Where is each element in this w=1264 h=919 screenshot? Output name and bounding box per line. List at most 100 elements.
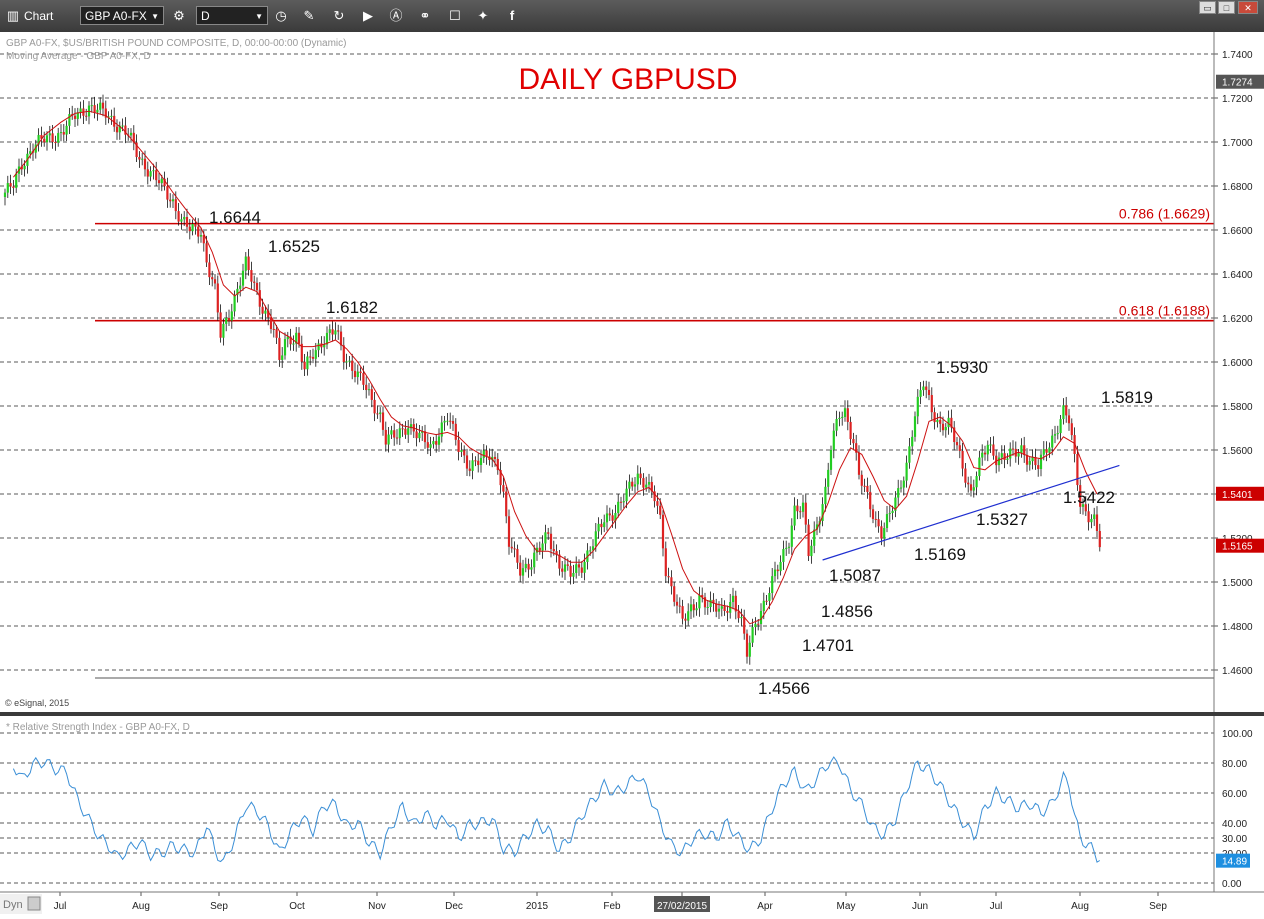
refresh-icon[interactable]: ↻ [333,8,345,23]
candle-body [135,142,138,158]
price-annotation: 1.6525 [268,237,320,256]
candle-body [395,437,399,439]
candle-body [793,505,796,526]
close-button[interactable]: ✕ [1238,1,1258,14]
rsi-line [12,756,1101,863]
candle-body [426,442,429,448]
symbol-selector[interactable]: GBP A0-FX ▼ [80,6,164,25]
candle-body [101,102,105,109]
price-tick-label: 1.6600 [1222,226,1253,237]
candle-body [505,491,508,517]
candle-body [250,270,253,282]
candle-body [675,601,679,606]
candle-body [485,450,488,457]
interval-selector[interactable]: D ▼ [196,6,268,25]
candle-body [79,108,82,113]
candle-body [278,337,281,360]
time-tick-label: Feb [603,901,621,912]
chart-canvas[interactable]: 0.786 (1.6629) 0.618 (1.6188) 1.6644 1.652… [0,32,1264,914]
candle-body [1006,458,1009,460]
candle-body [692,604,695,611]
price-annotation: 1.5327 [976,510,1028,529]
facebook-icon[interactable]: f [509,8,515,23]
candle-body [216,283,219,313]
candle-body [1059,419,1062,434]
dyn-label: Dyn [3,899,23,911]
candle-body [664,548,667,577]
candle-body [96,109,99,113]
candle-body [563,564,567,572]
candle-body [927,389,931,396]
last-price-badge-bg [1216,74,1264,89]
candle-body [3,192,7,197]
price-annotation: 1.5930 [936,358,988,377]
candle-body [85,115,88,117]
candle-body [303,361,306,370]
candle-body [404,428,407,435]
alert-icon[interactable]: Ⓐ [389,8,403,23]
candle-body [1070,423,1073,436]
candle-body [129,132,133,136]
candle-body [981,452,984,458]
candle-body [765,600,768,602]
candle-body [437,436,441,445]
candle-body [482,450,485,458]
candle-body [1051,435,1054,448]
candle-body [1056,433,1059,435]
candle-body [124,125,127,135]
restore-button[interactable]: ▭ [1199,1,1216,14]
play-icon[interactable]: ▶ [363,8,373,23]
candle-body [68,114,71,126]
candle-body [922,386,925,391]
candle-body [1011,448,1015,450]
scroll-handle[interactable] [27,896,41,911]
candle-body [748,642,751,657]
candle-body [734,595,737,612]
candle-body [947,417,950,428]
candle-body [838,417,841,419]
candle-body [821,504,824,522]
candle-body [373,399,376,414]
candle-body [118,125,121,133]
price-tick-label: 1.5000 [1222,578,1253,589]
candle-body [76,112,79,119]
candle-body [309,356,312,358]
comment-icon[interactable]: ☐ [449,8,461,23]
candle-body [1023,445,1026,455]
twitter-icon[interactable]: ✦ [477,8,489,23]
candle-body [1087,511,1090,523]
pane-divider[interactable] [0,712,1264,716]
candle-body [331,329,334,335]
candle-body [323,344,326,348]
candle-body [625,488,628,502]
clock-icon[interactable]: ◷ [275,8,287,23]
candle-body [213,279,217,284]
pencil-icon[interactable]: ✎ [303,8,315,23]
candle-body [608,513,611,516]
chart-window-icon[interactable]: ▥ [6,8,20,23]
candle-body [6,183,9,193]
candle-body [233,294,236,312]
candle-body [891,510,894,513]
candle-body [463,450,466,456]
trend-line[interactable] [822,464,1120,561]
candle-body [65,125,68,135]
candle-body [997,457,1001,466]
candle-body [115,126,119,133]
candle-body [871,509,875,519]
candle-body [779,561,782,572]
candle-body [269,317,273,329]
link-settings-icon[interactable]: ⚙ [173,8,185,23]
fib-label: 0.786 (1.6629) [1119,206,1210,222]
maximize-button[interactable]: □ [1218,1,1235,14]
candle-body [381,412,385,430]
candle-body [992,444,995,456]
chart-area[interactable]: 0.786 (1.6629) 0.618 (1.6188) 1.6644 1.652… [0,32,1264,914]
candle-body [743,617,746,634]
link-icon[interactable]: ⚭ [419,8,431,23]
candle-body [894,497,897,511]
candle-body [989,444,992,446]
candle-body [667,576,670,578]
candle-body [661,514,665,549]
candle-body [477,460,480,466]
